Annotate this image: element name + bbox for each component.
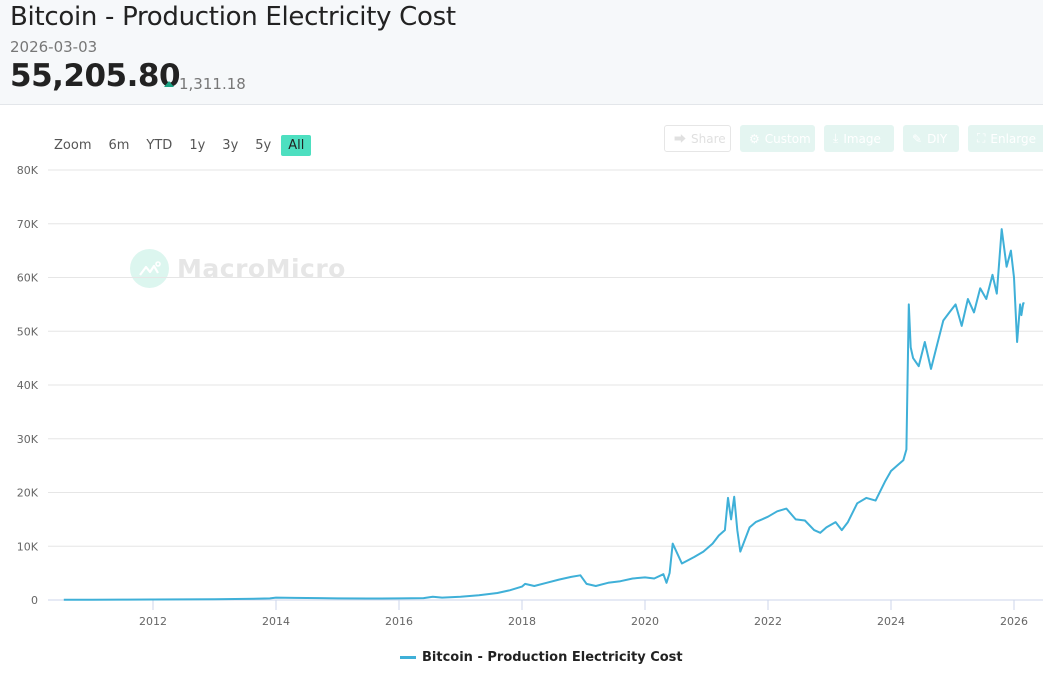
range-5y-button[interactable]: 5y xyxy=(255,138,272,153)
download-icon: ⤓ xyxy=(833,131,839,145)
x-tick-label: 2016 xyxy=(385,615,413,628)
watermark-text: MacroMicro xyxy=(177,254,346,283)
share-label: Share xyxy=(691,131,726,146)
y-tick-label: 80K xyxy=(17,164,39,177)
legend-swatch xyxy=(400,656,416,659)
image-button[interactable]: ⤓ Image xyxy=(824,125,894,152)
gear-icon: ⚙ xyxy=(749,131,760,146)
x-axis: 2012 2014 2016 2018 2020 2022 2024 2026 xyxy=(139,600,1028,628)
legend-item[interactable]: Bitcoin - Production Electricity Cost xyxy=(400,650,683,665)
range-ytd-button[interactable]: YTD xyxy=(146,138,173,153)
image-label: Image xyxy=(843,131,881,146)
diy-label: DIY xyxy=(927,131,948,146)
page-title: Bitcoin - Production Electricity Cost xyxy=(10,2,456,32)
y-tick-label: 70K xyxy=(17,218,39,231)
enlarge-label: Enlarge xyxy=(990,131,1037,146)
change-indicator: 1,311.18 xyxy=(164,75,246,93)
series-line xyxy=(63,228,1025,601)
pencil-icon: ✎ xyxy=(912,131,923,146)
y-tick-label: 30K xyxy=(17,433,39,446)
diy-button[interactable]: ✎ DIY xyxy=(903,125,959,152)
expand-icon: ⛶ xyxy=(977,131,986,145)
header: Bitcoin - Production Electricity Cost 20… xyxy=(0,0,1043,105)
x-tick-label: 2024 xyxy=(877,615,905,628)
legend-label: Bitcoin - Production Electricity Cost xyxy=(422,650,683,665)
x-tick-label: 2022 xyxy=(754,615,782,628)
range-1y-button[interactable]: 1y xyxy=(189,138,206,153)
x-tick-label: 2012 xyxy=(139,615,167,628)
y-tick-label: 10K xyxy=(17,540,39,553)
share-icon: ⮕ xyxy=(674,132,687,146)
latest-value: 55,205.80 xyxy=(10,58,181,94)
y-tick-label: 0 xyxy=(31,594,38,607)
y-axis-labels: 0 10K 20K 30K 40K 50K 60K 70K 80K xyxy=(17,164,39,607)
x-tick-label: 2026 xyxy=(1000,615,1028,628)
range-all-button[interactable]: All xyxy=(281,135,312,156)
chart-toolbar: ⮕ Share ⚙ Custom ⤓ Image ✎ DIY ⛶ Enlarge xyxy=(664,125,1043,152)
custom-button[interactable]: ⚙ Custom xyxy=(740,125,815,152)
range-selector: Zoom 6m YTD 1y 3y 5y All xyxy=(48,135,314,156)
enlarge-button[interactable]: ⛶ Enlarge xyxy=(968,125,1043,152)
y-tick-label: 50K xyxy=(17,325,39,338)
range-3y-button[interactable]: 3y xyxy=(222,138,239,153)
zoom-label: Zoom xyxy=(54,138,92,153)
y-tick-label: 20K xyxy=(17,487,39,500)
share-button[interactable]: ⮕ Share xyxy=(664,125,731,152)
range-6m-button[interactable]: 6m xyxy=(108,138,130,153)
macromicro-logo-icon xyxy=(130,249,169,288)
change-value: 1,311.18 xyxy=(179,75,246,93)
series-group xyxy=(63,228,1025,601)
y-tick-label: 40K xyxy=(17,379,39,392)
x-tick-label: 2014 xyxy=(262,615,290,628)
watermark: MacroMicro xyxy=(130,249,346,288)
grid-lines xyxy=(48,169,1043,601)
custom-label: Custom xyxy=(764,131,811,146)
x-tick-label: 2018 xyxy=(508,615,536,628)
x-tick-label: 2020 xyxy=(631,615,659,628)
y-tick-label: 60K xyxy=(17,272,39,285)
latest-date: 2026-03-03 xyxy=(10,38,98,56)
up-triangle-icon xyxy=(164,81,174,87)
